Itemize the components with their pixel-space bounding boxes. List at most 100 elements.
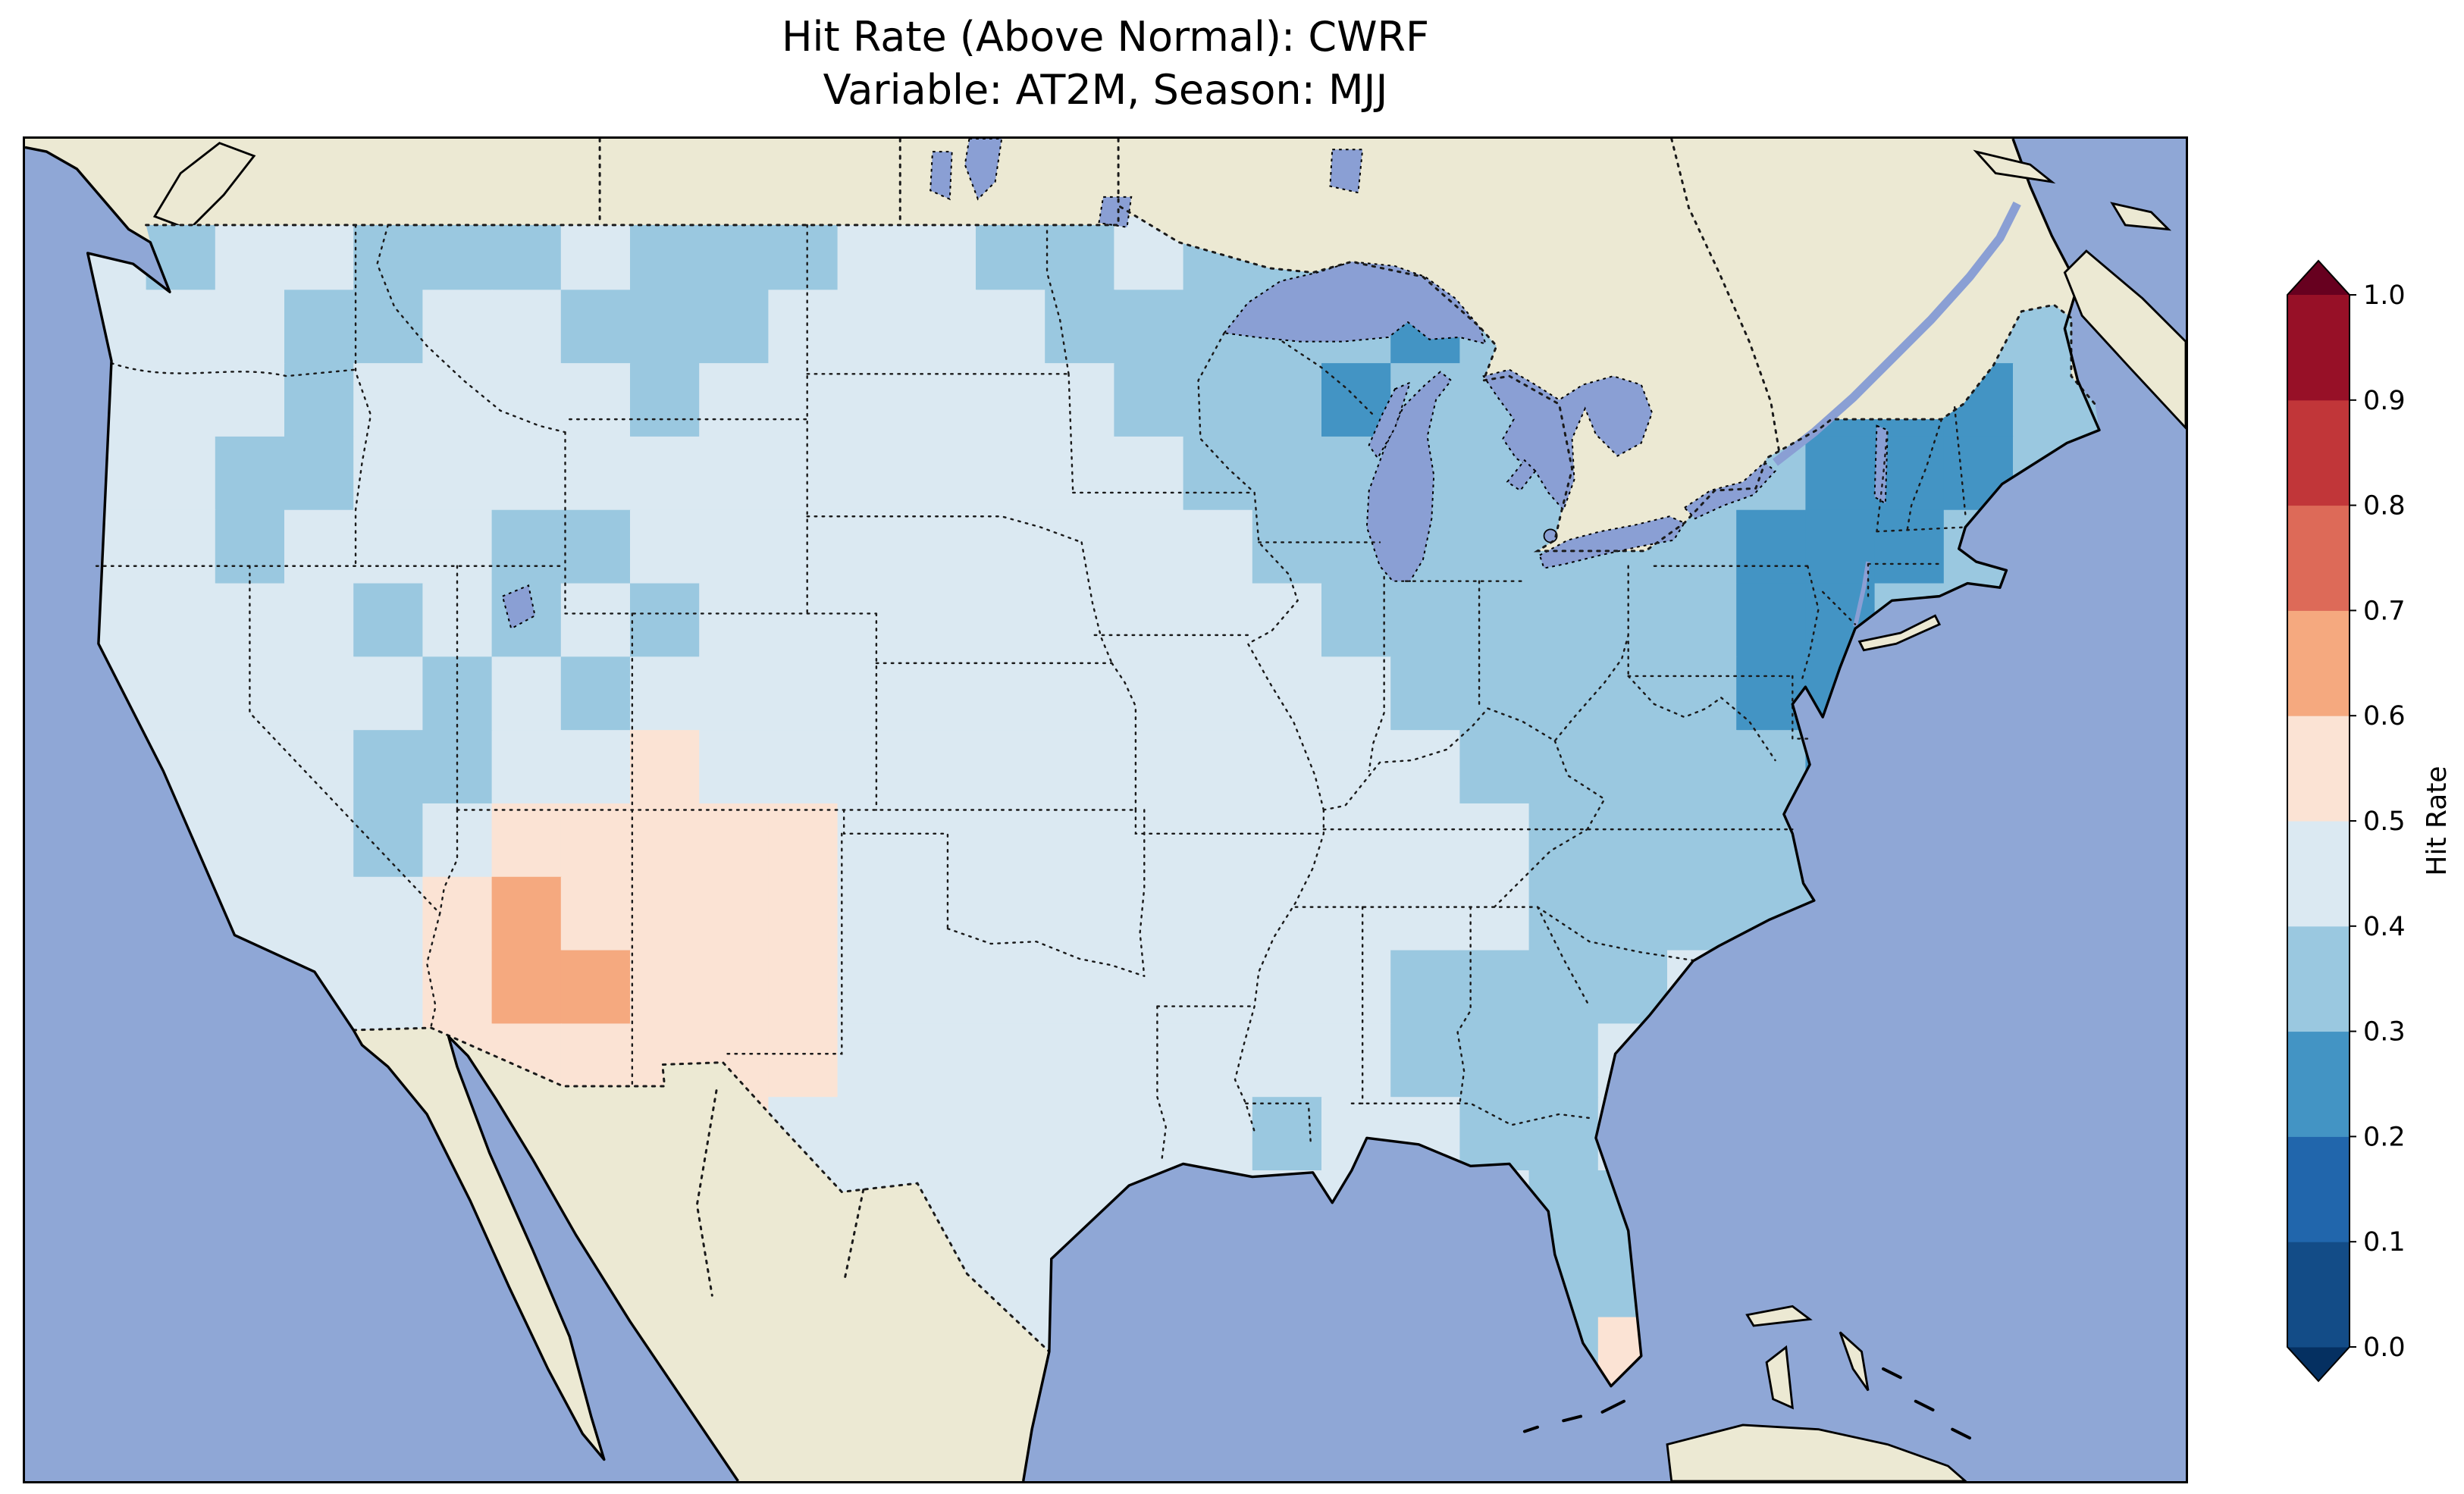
grid-cell [768,1023,839,1098]
grid-cell [491,950,562,1025]
grid-cell [422,950,493,1025]
grid-cell [560,216,632,291]
grid-cell [1045,363,1115,438]
grid-cell [1045,1023,1115,1098]
grid-cell [976,583,1046,658]
map-frame [23,136,2188,1483]
grid-cell [630,803,701,878]
state-borders [95,224,1967,1163]
grid-cell [1252,1097,1323,1172]
grid-cell [906,509,977,584]
grid-cell [1736,583,1807,658]
grid-cell [560,290,632,365]
grid-cell [1321,583,1392,658]
grid-cell [560,363,632,438]
grid-cell [1114,950,1184,1025]
lake [964,139,1003,201]
grid-cell [1252,363,1323,438]
grid-cell [1459,950,1530,1025]
grid-cell [560,950,632,1025]
grid-cell [1183,509,1253,584]
grid-cell [699,803,770,878]
island [1857,614,1942,652]
grid-cell [630,656,701,731]
grid-cell [1390,656,1461,731]
grid-cell [284,730,355,805]
grid-cell [1114,876,1184,951]
grid-cell [560,509,632,584]
grid-cell [560,876,632,951]
colorbar-tick-label: 0.8 [2363,491,2406,521]
grid-cell [768,730,839,805]
grid-cell [284,803,355,878]
grid-cell [353,730,424,805]
grid-cell [1183,730,1253,805]
grid-cell [422,290,493,365]
colorbar-bin [2287,505,2350,611]
grid-cell [1045,216,1115,291]
grid-cell [906,950,977,1025]
grid-cell [976,1097,1046,1172]
grid-cell [1183,656,1253,731]
grid-cell [284,290,355,365]
grid-cell [353,656,424,731]
grid-cell [906,436,977,511]
grid-cell [146,509,216,584]
chart-title-line1: Hit Rate (Above Normal): CWRF [781,13,1430,61]
grid-cell [976,876,1046,951]
island [1765,1345,1794,1410]
grid-cell [906,803,977,878]
colorbar-tick-label: 0.3 [2363,1017,2406,1048]
grid-cell [353,583,424,658]
grid-cell [1597,656,1669,731]
grid-cell [837,509,908,584]
grid-cell [699,876,770,951]
colorbar-under-arrow [2287,1347,2350,1381]
grid-cell [976,216,1046,291]
grid-cell [1528,583,1599,658]
grid-cell [284,876,355,951]
grid-cell [630,509,701,584]
grid-cell [976,803,1046,878]
grid-cell [837,1097,908,1172]
grid-cell [1252,876,1323,951]
grid-cell [1045,509,1115,584]
grid-cell [1528,656,1599,731]
grid-cell [699,436,770,511]
grid-cell [560,803,632,878]
grid-cell [1183,363,1253,438]
grid-cell [1736,509,1807,584]
grid-cell [1321,876,1392,951]
lake [1482,368,1654,512]
grid-cell [699,216,770,291]
grid-cell [1045,876,1115,951]
grid-cell [353,216,424,291]
chart-title: Hit Rate (Above Normal): CWRF Variable: … [23,11,2188,117]
grid-cell [768,290,839,365]
grid-cell [1390,1023,1461,1098]
grid-cell [1045,436,1115,511]
colorbar-tick-label: 0.1 [2363,1227,2406,1258]
grid-cell [284,436,355,511]
grid-cell [1528,1023,1599,1098]
grid-cell [284,216,355,291]
grid-cell [837,216,908,291]
florida-keys-and-cays [1522,1367,1971,1440]
grid-cell [1321,803,1392,878]
chart-title-line2: Variable: AT2M, Season: MJJ [823,66,1388,114]
grid-cell [976,730,1046,805]
lake [1506,459,1537,492]
grid-cell [1528,950,1599,1025]
grid-cell [1183,436,1253,511]
grid-cell [837,583,908,658]
grid-cell [146,583,216,658]
grid-cell [1321,950,1392,1025]
grid-cell [1114,656,1184,731]
grid-cell [699,950,770,1025]
grid-cell [1390,950,1461,1025]
grid-cell [1459,730,1530,805]
colorbar-label: Hit Rate [2422,766,2453,875]
us-hit-rate-map [25,139,2186,1481]
grid-cell [1183,583,1253,658]
grid-cell [768,876,839,951]
